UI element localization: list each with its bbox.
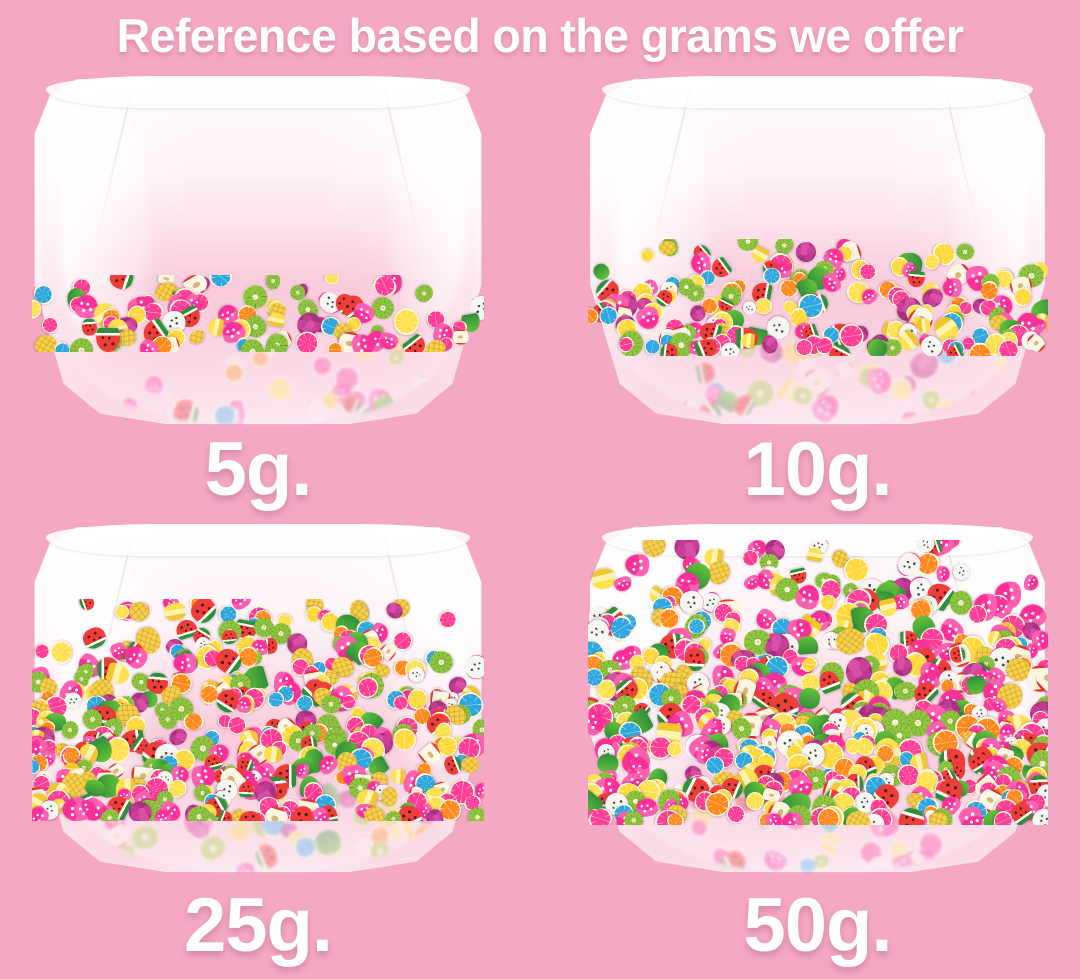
sprinkle-piece — [778, 279, 799, 298]
sprinkle-piece — [265, 374, 295, 405]
sprinkle-piece — [949, 559, 974, 584]
sprinkle-piece — [759, 846, 790, 873]
sprinkle-piece — [170, 396, 203, 425]
sprinkle-piece — [32, 641, 53, 662]
sprinkle-piece — [67, 335, 97, 353]
sprinkle-piece — [642, 852, 679, 873]
sprinkle-piece — [186, 327, 207, 347]
sample-cell-5g: 5g. — [8, 74, 508, 508]
sprinkle-piece — [63, 368, 82, 394]
weight-label-5g: 5g. — [204, 427, 313, 512]
sprinkle-piece — [77, 599, 97, 612]
sprinkle-piece — [199, 683, 218, 706]
bowl-rim — [46, 76, 470, 108]
sprinkle-piece — [461, 756, 480, 773]
sprinkle-piece — [666, 813, 684, 825]
sprinkle-piece — [220, 629, 238, 646]
bowl-5g — [32, 74, 484, 426]
sprinkle-piece — [433, 849, 453, 873]
sprinkle-pile-10g — [587, 239, 1048, 356]
sprinkle-piece — [381, 787, 399, 807]
sprinkle-piece — [51, 640, 73, 665]
sprinkle-piece — [265, 274, 280, 291]
sprinkle-piece — [797, 686, 823, 711]
sprinkle-pile-25g — [32, 599, 484, 822]
weight-label-50g: 50g. — [743, 883, 892, 968]
sprinkle-piece — [72, 856, 104, 873]
sample-cell-25g: 25g. — [8, 522, 508, 968]
sprinkle-piece — [360, 407, 388, 425]
sprinkle-piece — [954, 243, 976, 262]
sprinkle-piece — [393, 307, 420, 336]
sprinkle-piece — [292, 328, 322, 353]
bowl-rim — [602, 76, 1033, 108]
bowl-25g — [32, 522, 484, 874]
sprinkle-piece — [896, 407, 924, 425]
sprinkle-piece — [452, 329, 470, 345]
sprinkle-piece — [436, 608, 459, 631]
sprinkle-piece — [635, 405, 663, 425]
weight-label-10g: 10g. — [743, 427, 892, 512]
sprinkle-layer — [587, 539, 1048, 825]
sprinkle-piece — [462, 651, 484, 682]
sprinkle-piece — [935, 565, 951, 583]
sprinkle-piece — [39, 314, 60, 336]
sprinkle-piece — [79, 624, 110, 653]
sprinkle-piece — [624, 552, 652, 578]
sprinkle-piece — [411, 280, 437, 306]
sprinkle-piece — [755, 297, 774, 314]
sample-cell-10g: 10g. — [565, 74, 1070, 508]
sprinkle-pile-50g — [587, 539, 1048, 825]
sprinkle-piece — [369, 840, 390, 863]
sprinkle-piece — [639, 247, 656, 263]
sprinkle-piece — [403, 409, 430, 425]
sprinkle-piece — [416, 375, 433, 393]
sprinkle-piece — [81, 318, 98, 337]
sprinkle-piece — [32, 300, 41, 320]
sprinkle-piece — [833, 359, 857, 383]
sample-cell-50g: 50g. — [565, 522, 1070, 968]
sprinkle-piece — [386, 405, 406, 425]
sprinkle-layer — [587, 239, 1048, 356]
weight-label-25g: 25g. — [183, 883, 333, 968]
sprinkle-piece — [311, 355, 334, 378]
sprinkle-layer — [32, 599, 484, 822]
sprinkle-piece — [106, 274, 136, 292]
sprinkle-piece — [429, 650, 454, 674]
sprinkle-piece — [589, 566, 618, 592]
sprinkle-piece — [173, 652, 197, 674]
sprinkle-piece — [1021, 572, 1040, 592]
sprinkle-piece — [238, 645, 259, 669]
bowl-50g — [587, 522, 1048, 874]
sprinkle-piece — [942, 277, 963, 297]
sprinkle-piece — [796, 635, 820, 656]
bowl-10g — [587, 74, 1048, 426]
sprinkle-layer — [32, 274, 484, 353]
sprinkle-piece — [791, 239, 820, 267]
bowl-rim — [46, 524, 470, 556]
sprinkle-piece — [425, 394, 448, 416]
sprinkle-piece — [231, 858, 260, 873]
sprinkle-piece — [321, 274, 343, 288]
sprinkle-piece — [252, 840, 282, 872]
page-title: Reference based on the grams we offer — [116, 9, 964, 62]
sprinkle-piece — [128, 822, 162, 852]
sprinkle-piece — [816, 829, 844, 855]
sprinkle-pile-5g — [32, 274, 484, 353]
sprinkle-piece — [906, 270, 926, 289]
sprinkle-piece — [762, 266, 782, 284]
sprinkle-piece — [143, 375, 165, 395]
sprinkle-piece — [311, 826, 345, 859]
sprinkle-piece — [621, 839, 644, 863]
sprinkle-piece — [227, 817, 256, 845]
sprinkle-piece — [207, 274, 233, 289]
